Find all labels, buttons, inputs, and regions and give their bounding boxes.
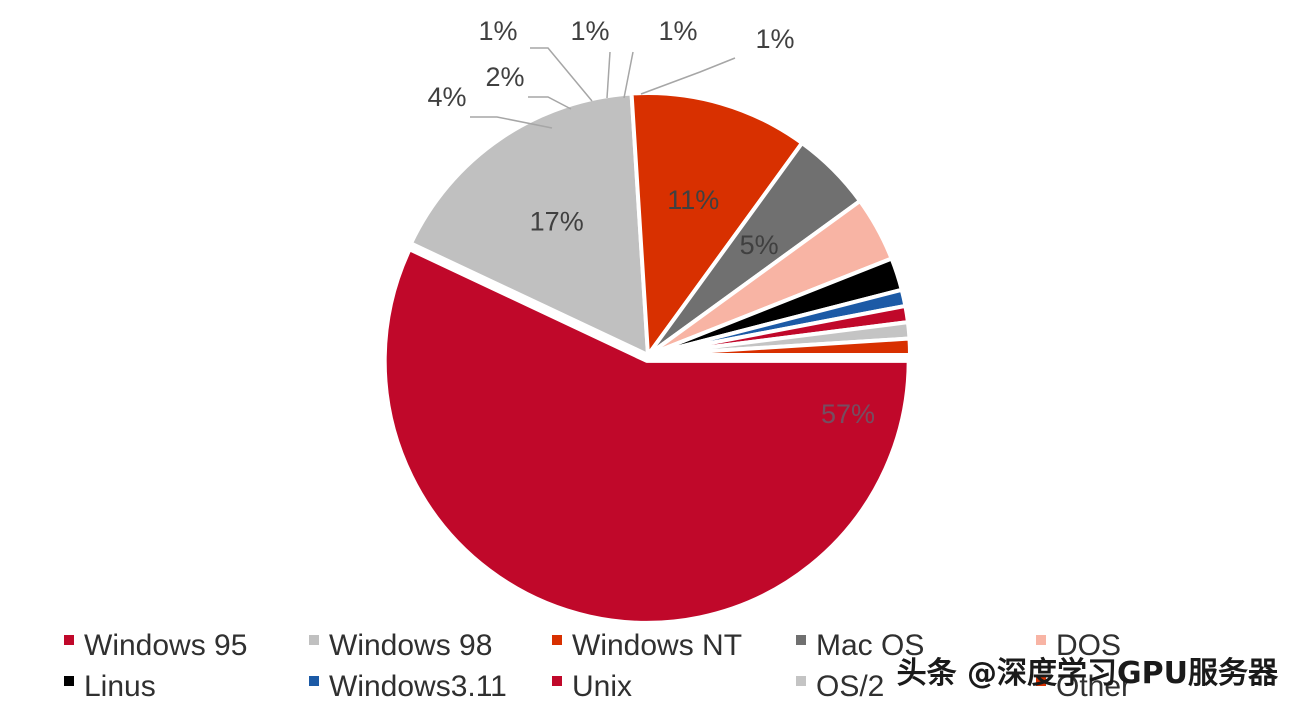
legend-swatch-dos [1036, 635, 1046, 645]
legend-label-windows-98: Windows 98 [329, 629, 492, 662]
legend-item-other: Other [1036, 670, 1131, 703]
legend-label-other: Other [1056, 670, 1131, 703]
data-label-other: 1% [755, 24, 794, 54]
legend-label-windows-nt: Windows NT [572, 629, 742, 662]
pie-slice-windows-95 [382, 247, 911, 625]
pie-slice-windows-98 [408, 91, 650, 357]
legend-label-unix: Unix [572, 670, 632, 703]
data-label-windows-95: 57% [821, 399, 875, 429]
legend-swatch-unix [552, 676, 562, 686]
legend-swatch-windows3-11 [309, 676, 319, 686]
leader-lines [470, 47, 736, 129]
legend-item-os-2: OS/2 [796, 670, 884, 703]
legend-swatch-linus [64, 676, 74, 686]
legend-item-linus: Linus [64, 670, 156, 703]
legend-swatch-other [1036, 676, 1046, 686]
leader-line-linus [528, 96, 572, 110]
legend-label-mac-os: Mac OS [816, 629, 924, 662]
legend-swatch-windows-95 [64, 635, 74, 645]
data-label-unix: 1% [570, 16, 609, 46]
legend-item-unix: Unix [552, 670, 632, 703]
legend-label-os-2: OS/2 [816, 670, 884, 703]
leader-line-other [640, 57, 736, 95]
legend-label-windows-95: Windows 95 [84, 629, 247, 662]
legend-item-windows-95: Windows 95 [64, 629, 247, 662]
legend-swatch-windows-98 [309, 635, 319, 645]
data-label-mac-os: 5% [740, 230, 779, 260]
pie-slice-other [646, 336, 912, 357]
legend-swatch-mac-os [796, 635, 806, 645]
legend-label-windows3-11: Windows3.11 [329, 670, 507, 703]
data-label-linus: 2% [485, 62, 524, 92]
leader-line-windows3-11 [530, 47, 593, 102]
legend-item-windows3-11: Windows3.11 [309, 670, 507, 703]
data-labels: 57% 17% 11% 5% 4% 2% 1% 1% 1% 1% [427, 16, 875, 429]
leader-line-unix [606, 51, 611, 99]
data-label-windows-nt: 11% [667, 185, 719, 215]
data-label-windows3-11: 1% [478, 16, 517, 46]
watermark: 头条 @深度学习GPU服务器 [897, 656, 1279, 691]
leader-line-dos [470, 116, 553, 129]
legend-item-dos: DOS [1036, 629, 1121, 662]
data-label-dos: 4% [427, 82, 466, 112]
leader-line-os-2 [623, 51, 634, 99]
legend-label-linus: Linus [84, 670, 156, 703]
pie-slices [382, 91, 912, 625]
watermark-text: 头条 @深度学习GPU服务器 [897, 656, 1279, 691]
legend: Windows 95 Windows 98 Windows NT Mac OS DOS L… [64, 629, 1131, 703]
legend-item-mac-os: Mac OS [796, 629, 924, 662]
data-label-os-2: 1% [658, 16, 697, 46]
data-label-windows-98: 17% [530, 207, 584, 237]
legend-label-dos: DOS [1056, 629, 1121, 662]
legend-item-windows-98: Windows 98 [309, 629, 492, 662]
legend-item-windows-nt: Windows NT [552, 629, 742, 662]
legend-swatch-os-2 [796, 676, 806, 686]
legend-swatch-windows-nt [552, 635, 562, 645]
